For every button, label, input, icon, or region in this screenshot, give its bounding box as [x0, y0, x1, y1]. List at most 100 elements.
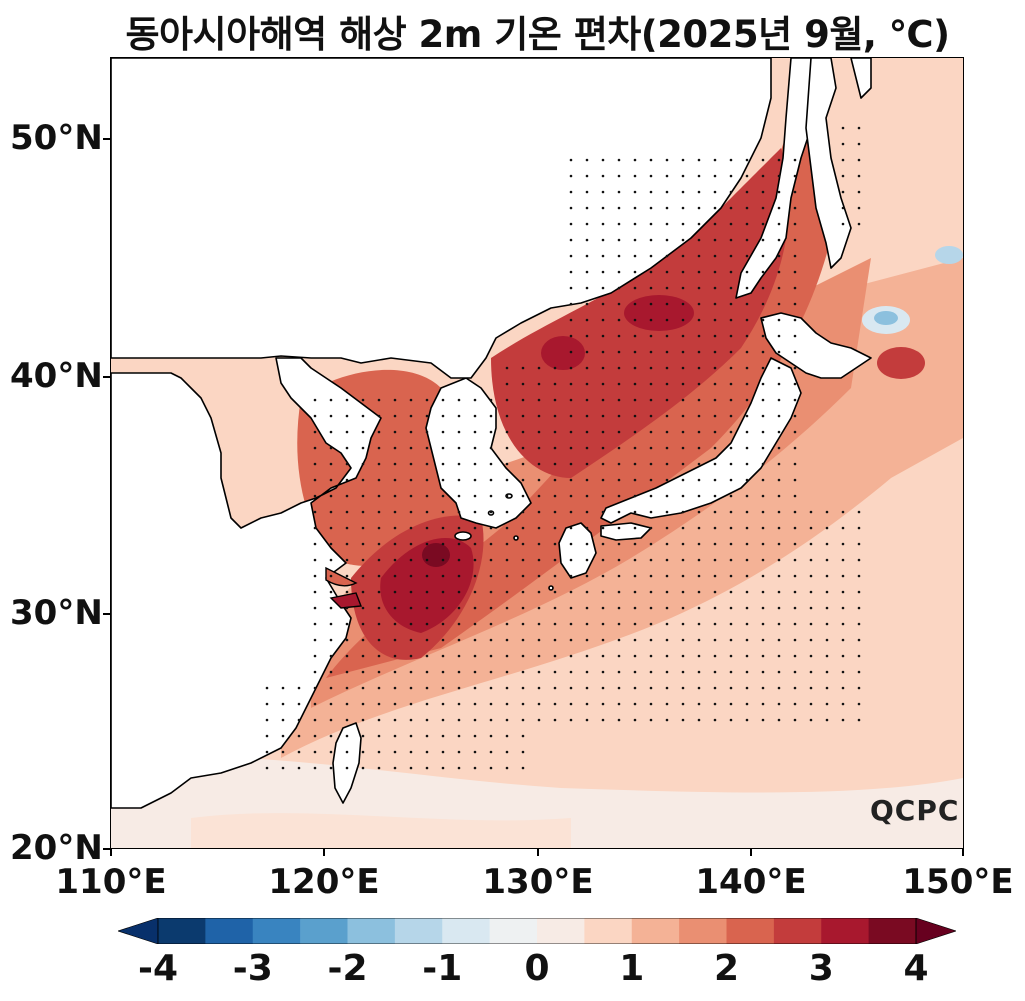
stipple-dot: [729, 654, 733, 658]
stipple-dot: [313, 766, 317, 770]
stipple-dot: [649, 622, 653, 626]
stipple-dot: [745, 174, 749, 178]
stipple-dot: [793, 670, 797, 674]
stipple-dot: [729, 494, 733, 498]
stipple-dot: [729, 702, 733, 706]
stipple-dot: [489, 446, 493, 450]
colorbar-swatch: [252, 918, 301, 944]
stipple-dot: [745, 190, 749, 194]
stipple-dot: [393, 606, 397, 610]
stipple-dot: [345, 718, 349, 722]
stipple-dot: [553, 574, 557, 578]
stipple-dot: [569, 414, 573, 418]
stipple-dot: [777, 174, 781, 178]
stipple-dot: [441, 654, 445, 658]
colorbar-swatch: [205, 918, 254, 944]
stipple-dot: [585, 606, 589, 610]
stipple-dot: [633, 174, 637, 178]
stipple-dot: [473, 574, 477, 578]
stipple-dot: [489, 622, 493, 626]
stipple-dot: [393, 686, 397, 690]
stipple-dot: [697, 478, 701, 482]
stipple-dot: [489, 542, 493, 546]
stipple-dot: [745, 670, 749, 674]
stipple-dot: [777, 398, 781, 402]
stipple-dot: [681, 542, 685, 546]
stipple-dot: [649, 462, 653, 466]
stipple-dot: [665, 430, 669, 434]
stipple-dot: [457, 446, 461, 450]
stipple-dot: [457, 398, 461, 402]
stipple-dot: [505, 382, 509, 386]
stipple-dot: [345, 542, 349, 546]
stipple-dot: [457, 638, 461, 642]
stipple-dot: [617, 558, 621, 562]
stipple-dot: [729, 718, 733, 722]
stipple-dot: [777, 638, 781, 642]
stipple-dot: [665, 206, 669, 210]
stipple-dot: [489, 590, 493, 594]
stipple-dot: [697, 366, 701, 370]
stipple-dot: [665, 606, 669, 610]
stipple-dot: [393, 430, 397, 434]
stipple-dot: [729, 270, 733, 274]
stipple-dot: [521, 414, 525, 418]
stipple-dot: [729, 190, 733, 194]
stipple-dot: [665, 494, 669, 498]
stipple-dot: [553, 398, 557, 402]
stipple-dot: [313, 718, 317, 722]
stipple-dot: [521, 430, 525, 434]
stipple-dot: [425, 574, 429, 578]
stipple-dot: [665, 286, 669, 290]
stipple-dot: [617, 158, 621, 162]
stipple-dot: [809, 574, 813, 578]
stipple-dot: [697, 238, 701, 242]
stipple-dot: [665, 158, 669, 162]
stipple-dot: [793, 318, 797, 322]
stipple-dot: [297, 718, 301, 722]
stipple-dot: [697, 302, 701, 306]
stipple-dot: [569, 382, 573, 386]
stipple-dot: [745, 478, 749, 482]
stipple-dot: [393, 654, 397, 658]
stipple-dot: [425, 638, 429, 642]
stipple-dot: [857, 222, 861, 226]
stipple-dot: [745, 238, 749, 242]
stipple-dot: [793, 158, 797, 162]
stipple-dot: [793, 622, 797, 626]
stipple-dot: [681, 302, 685, 306]
stipple-dot: [377, 686, 381, 690]
stipple-dot: [777, 526, 781, 530]
stipple-dot: [601, 382, 605, 386]
stipple-dot: [585, 350, 589, 354]
stipple-dot: [425, 558, 429, 562]
stipple-dot: [841, 590, 845, 594]
stipple-dot: [681, 446, 685, 450]
stipple-dot: [505, 414, 509, 418]
stipple-dot: [521, 574, 525, 578]
stipple-dot: [745, 206, 749, 210]
stipple-dot: [361, 750, 365, 754]
stipple-dot: [697, 622, 701, 626]
stipple-dot: [713, 494, 717, 498]
stipple-dot: [601, 478, 605, 482]
stipple-dot: [569, 398, 573, 402]
stipple-dot: [665, 590, 669, 594]
stipple-dot: [713, 350, 717, 354]
stipple-dot: [617, 654, 621, 658]
stipple-dot: [745, 686, 749, 690]
stipple-dot: [729, 158, 733, 162]
lon-label-120: 120°E: [268, 862, 380, 902]
stipple-dot: [617, 718, 621, 722]
stipple-dot: [489, 510, 493, 514]
stipple-dot: [601, 686, 605, 690]
stipple-dot: [649, 606, 653, 610]
stipple-dot: [617, 526, 621, 530]
stipple-dot: [345, 462, 349, 466]
anomaly-map: [111, 58, 963, 848]
stipple-dot: [617, 190, 621, 194]
stipple-dot: [569, 542, 573, 546]
stipple-dot: [729, 542, 733, 546]
stipple-dot: [729, 510, 733, 514]
stipple-dot: [569, 222, 573, 226]
